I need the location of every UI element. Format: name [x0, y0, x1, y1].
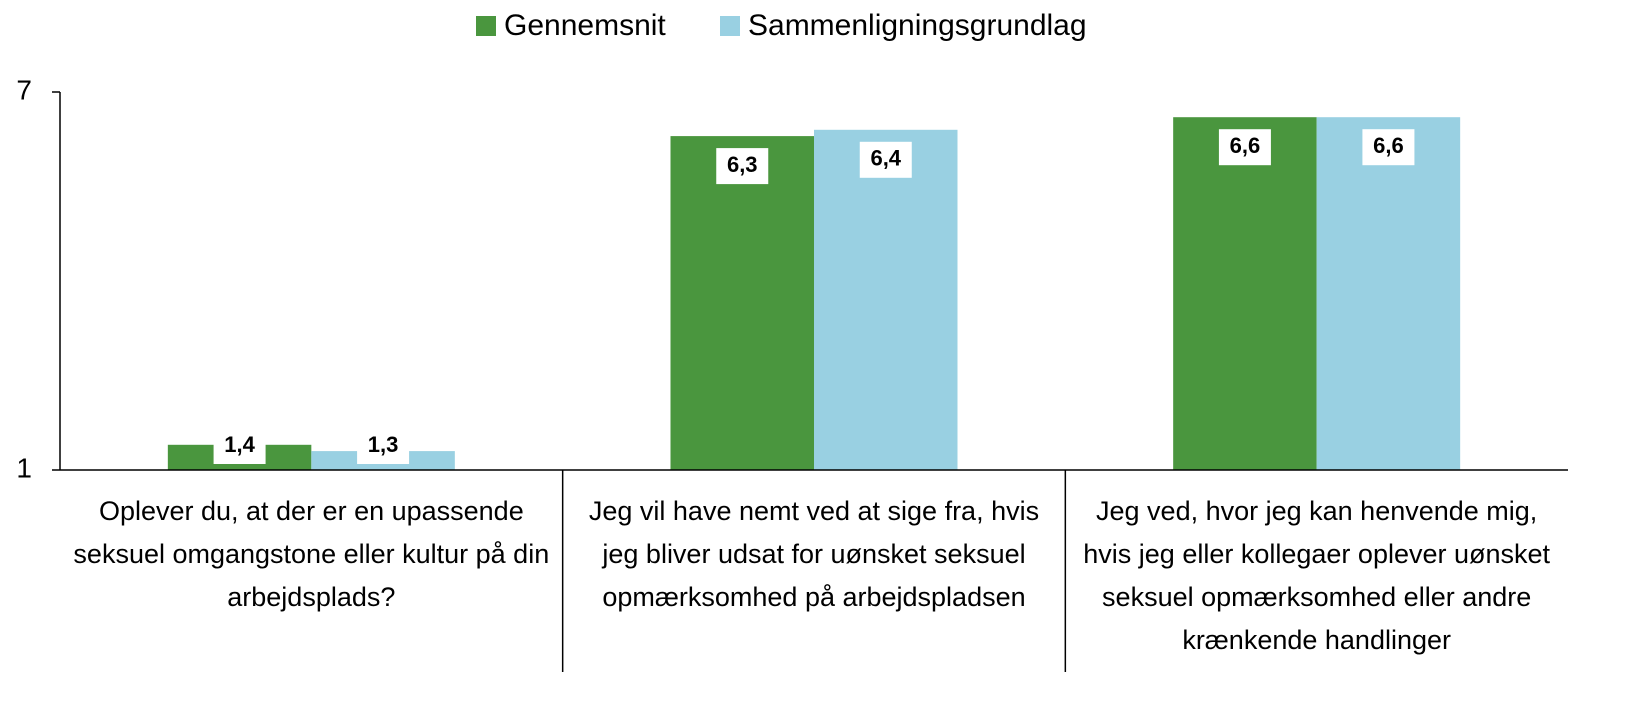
- legend-swatch: [720, 16, 740, 36]
- value-label-box: [213, 428, 266, 464]
- value-label-box: [357, 428, 410, 464]
- legend-label: Sammenligningsgrundlag: [748, 9, 1087, 42]
- value-label: 1,4: [224, 432, 255, 457]
- x-tick-label: Jeg vil have nemt ved at sige fra, hvis …: [588, 496, 1040, 612]
- legend-label: Gennemsnit: [504, 9, 666, 42]
- bar: [1173, 117, 1317, 470]
- value-label-box: [1218, 129, 1271, 166]
- x-tick-label: Oplever du, at der er en upassende seksu…: [73, 496, 550, 612]
- x-tick-label: Jeg ved, hvor jeg kan henvende mig, hvis…: [1083, 496, 1551, 655]
- y-tick-label: 7: [16, 74, 32, 105]
- bar: [1316, 117, 1461, 470]
- legend-swatch: [476, 16, 496, 36]
- value-label: 6,6: [1373, 133, 1404, 158]
- value-label: 6,4: [870, 146, 901, 171]
- value-label: 6,6: [1230, 133, 1261, 158]
- value-label: 1,3: [368, 432, 399, 457]
- bar: [814, 129, 958, 471]
- y-tick-label: 1: [16, 452, 32, 483]
- bar: [670, 136, 814, 470]
- value-label-box: [1362, 129, 1415, 166]
- value-label: 6,3: [727, 152, 758, 177]
- value-label-box: [859, 141, 912, 178]
- value-label-box: [716, 148, 769, 185]
